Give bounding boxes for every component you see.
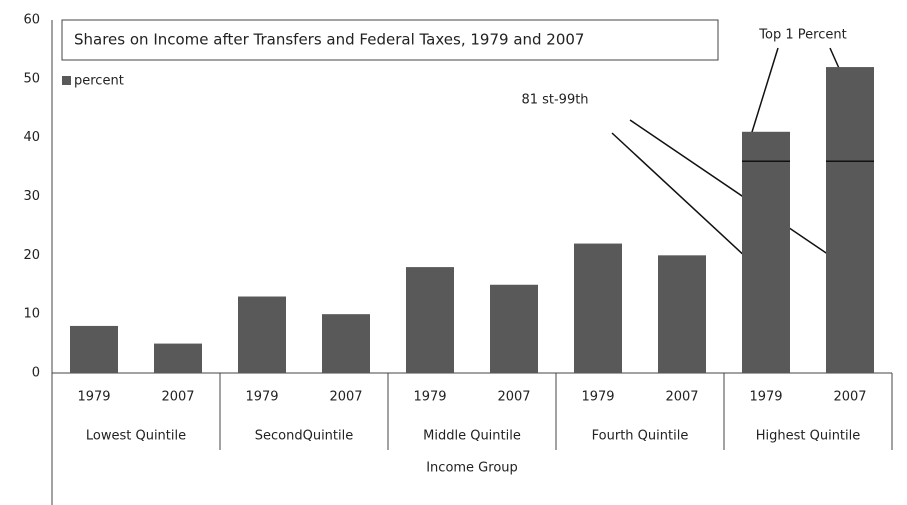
annotation: 81 st-99th bbox=[521, 93, 588, 108]
y-tick-label: 10 bbox=[23, 307, 40, 322]
y-tick-label: 0 bbox=[32, 366, 40, 381]
group-label: Highest Quintile bbox=[756, 429, 861, 444]
annotation-line bbox=[747, 47, 779, 146]
bar bbox=[70, 325, 118, 373]
bar bbox=[406, 267, 454, 373]
bar bbox=[490, 284, 538, 373]
x-tick-label: 2007 bbox=[497, 390, 530, 405]
legend-swatch bbox=[62, 76, 71, 85]
y-tick-label: 50 bbox=[23, 71, 40, 86]
x-tick-label: 1979 bbox=[413, 390, 446, 405]
chart-title: Shares on Income after Transfers and Fed… bbox=[74, 31, 584, 49]
y-tick-label: 40 bbox=[23, 130, 40, 145]
x-tick-label: 2007 bbox=[161, 390, 194, 405]
x-axis-label: Income Group bbox=[426, 461, 518, 476]
bar bbox=[322, 314, 370, 373]
legend-label: percent bbox=[74, 74, 124, 89]
bar bbox=[154, 343, 202, 373]
bar bbox=[574, 243, 622, 373]
group-label: SecondQuintile bbox=[255, 429, 353, 444]
bar bbox=[826, 67, 874, 374]
bar bbox=[742, 131, 790, 373]
bar bbox=[658, 255, 706, 373]
group-label: Fourth Quintile bbox=[592, 429, 689, 444]
bar bbox=[238, 296, 286, 373]
x-tick-label: 2007 bbox=[833, 390, 866, 405]
y-tick-label: 60 bbox=[23, 13, 40, 28]
x-tick-label: 1979 bbox=[77, 390, 110, 405]
x-tick-label: 1979 bbox=[245, 390, 278, 405]
x-tick-label: 2007 bbox=[329, 390, 362, 405]
annotation-line bbox=[611, 132, 763, 273]
y-tick-label: 20 bbox=[23, 248, 40, 263]
x-tick-label: 1979 bbox=[581, 390, 614, 405]
group-label: Middle Quintile bbox=[423, 429, 521, 444]
x-tick-label: 1979 bbox=[749, 390, 782, 405]
x-tick-label: 2007 bbox=[665, 390, 698, 405]
annotation: Top 1 Percent bbox=[758, 28, 846, 43]
group-label: Lowest Quintile bbox=[86, 429, 186, 444]
y-tick-label: 30 bbox=[23, 189, 40, 204]
title-box bbox=[61, 19, 719, 61]
